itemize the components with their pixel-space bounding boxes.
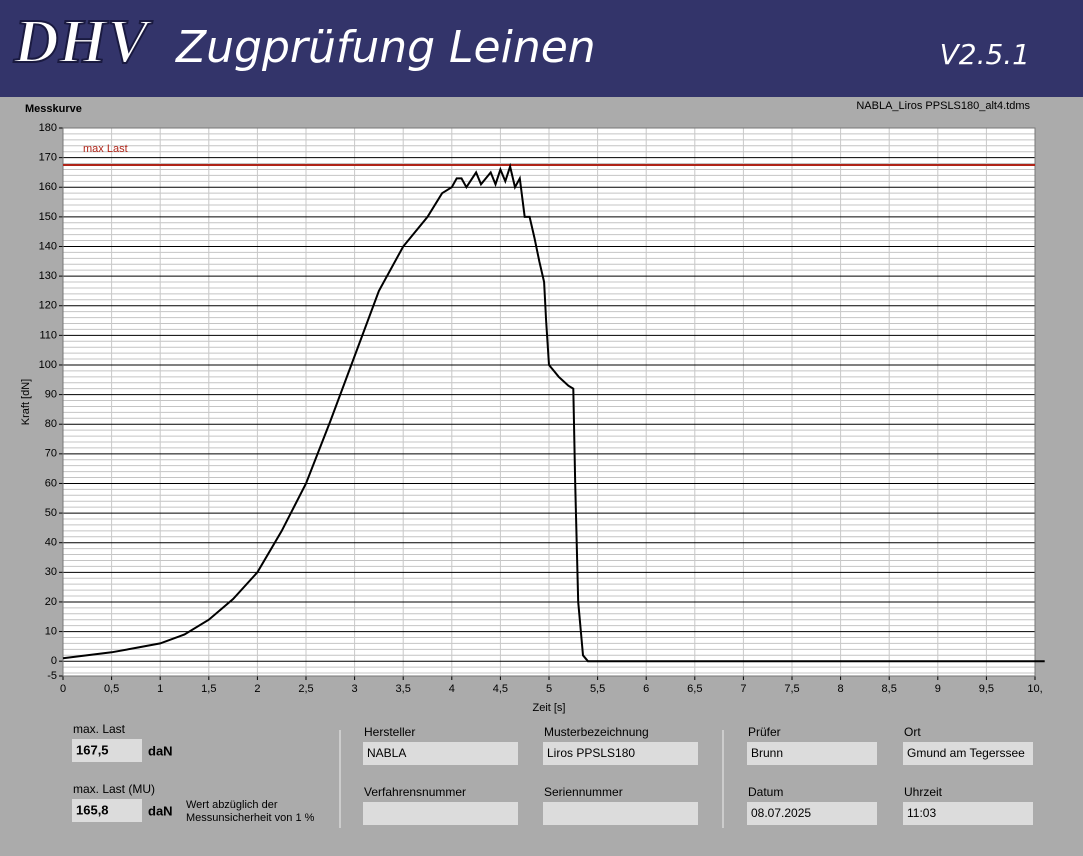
field-unit: daN xyxy=(148,803,173,818)
field-label: Hersteller xyxy=(364,725,415,739)
x-tick-label: 2,5 xyxy=(298,683,313,695)
x-tick-label: 8,5 xyxy=(882,683,897,695)
y-tick-label: 60 xyxy=(45,477,57,489)
field-box xyxy=(903,802,1033,825)
x-tick-label: 1 xyxy=(157,683,163,695)
x-tick-label: 0 xyxy=(60,683,66,695)
field-box xyxy=(903,742,1033,765)
x-tick-label: 3,5 xyxy=(396,683,411,695)
y-tick-label: 110 xyxy=(39,329,57,341)
field-label: max. Last xyxy=(73,722,126,736)
y-tick-label: 140 xyxy=(39,240,57,252)
x-tick-label: 8 xyxy=(838,683,844,695)
x-tick-label: 6,5 xyxy=(687,683,702,695)
x-tick-label: 1,5 xyxy=(201,683,216,695)
field-value: 167,5 xyxy=(76,742,109,757)
field-label: Prüfer xyxy=(748,725,781,739)
x-tick-label: 4,5 xyxy=(493,683,508,695)
y-tick-label: 160 xyxy=(39,181,57,193)
field-label: Ort xyxy=(904,725,921,739)
field-label: Verfahrensnummer xyxy=(364,785,466,799)
x-tick-label: 10, xyxy=(1027,683,1042,695)
field-box xyxy=(72,739,142,762)
app-title: Zugprüfung Leinen xyxy=(175,22,596,73)
field-box xyxy=(543,742,698,765)
chart-layer: 0 0,5 1 1,5 2 2,5 3 3,5 4 4,5 5 5,5 6 6,5 7 7,5 8 8,5 9 9,5… xyxy=(39,122,1045,695)
x-axis-label: Zeit [s] xyxy=(532,702,565,714)
header-bar xyxy=(0,0,1083,97)
y-tick-label: 180 xyxy=(39,122,57,134)
x-tick-label: 0,5 xyxy=(104,683,119,695)
x-tick-label: 9,5 xyxy=(979,683,994,695)
field-box xyxy=(747,802,877,825)
field-label: Seriennummer xyxy=(544,785,623,799)
version: V2.5.1 xyxy=(940,38,1030,71)
y-tick-label: 130 xyxy=(39,270,57,282)
y-tick-label: -5 xyxy=(47,670,57,682)
y-tick-label: 120 xyxy=(39,300,57,312)
field-label: Uhrzeit xyxy=(904,785,943,799)
y-tick-label: 0 xyxy=(51,655,57,667)
field-value: 08.07.2025 xyxy=(751,806,811,820)
field-label: Musterbezeichnung xyxy=(544,725,649,739)
chart-subtitle: NABLA_Liros PPSLS180_alt4.tdms xyxy=(856,100,1030,112)
y-tick-label: 80 xyxy=(45,418,57,430)
chart-title: Messkurve xyxy=(25,103,82,115)
x-tick-label: 4 xyxy=(449,683,455,695)
field-box xyxy=(543,802,698,825)
field-label: max. Last (MU) xyxy=(73,782,155,796)
field-value: Liros PPSLS180 xyxy=(547,746,635,760)
y-tick-label: 50 xyxy=(45,507,57,519)
x-tick-label: 6 xyxy=(643,683,649,695)
logo: DHV xyxy=(13,8,153,76)
field-value: 11:03 xyxy=(907,806,936,820)
x-tick-label: 5,5 xyxy=(590,683,605,695)
field-value: NABLA xyxy=(367,746,406,760)
x-tick-label: 5 xyxy=(546,683,552,695)
field-note: Wert abzüglich der xyxy=(186,799,278,811)
y-tick-label: 150 xyxy=(39,211,57,223)
field-box xyxy=(747,742,877,765)
x-tick-label: 9 xyxy=(935,683,941,695)
x-tick-label: 7 xyxy=(740,683,746,695)
y-tick-label: 90 xyxy=(45,389,57,401)
x-tick-label: 3 xyxy=(352,683,358,695)
y-tick-label: 20 xyxy=(45,596,57,608)
y-tick-label: 170 xyxy=(39,152,57,164)
y-tick-label: 70 xyxy=(45,448,57,460)
field-box xyxy=(72,799,142,822)
y-tick-label: 10 xyxy=(45,625,57,637)
max-load-label: max Last xyxy=(83,143,128,155)
field-value: Gmund am Tegerssee xyxy=(907,746,1025,760)
field-note: Messunsicherheit von 1 % xyxy=(186,812,315,824)
field-box xyxy=(363,802,518,825)
field-label: Datum xyxy=(748,785,783,799)
field-value: 165,8 xyxy=(76,802,109,817)
field-unit: daN xyxy=(148,743,173,758)
field-value: Brunn xyxy=(751,746,783,760)
field-box xyxy=(363,742,518,765)
x-tick-label: 7,5 xyxy=(784,683,799,695)
y-tick-label: 30 xyxy=(45,566,57,578)
plot-border xyxy=(62,127,1036,677)
y-axis-label: Kraft [dN] xyxy=(20,379,32,425)
form: max. Last 167,5 daN max. Last (MU) 165,8 daN W… xyxy=(72,722,1033,825)
force-curve xyxy=(62,162,1045,663)
y-tick-label: 100 xyxy=(39,359,57,371)
y-tick-label: 40 xyxy=(45,537,57,549)
x-tick-label: 2 xyxy=(254,683,260,695)
